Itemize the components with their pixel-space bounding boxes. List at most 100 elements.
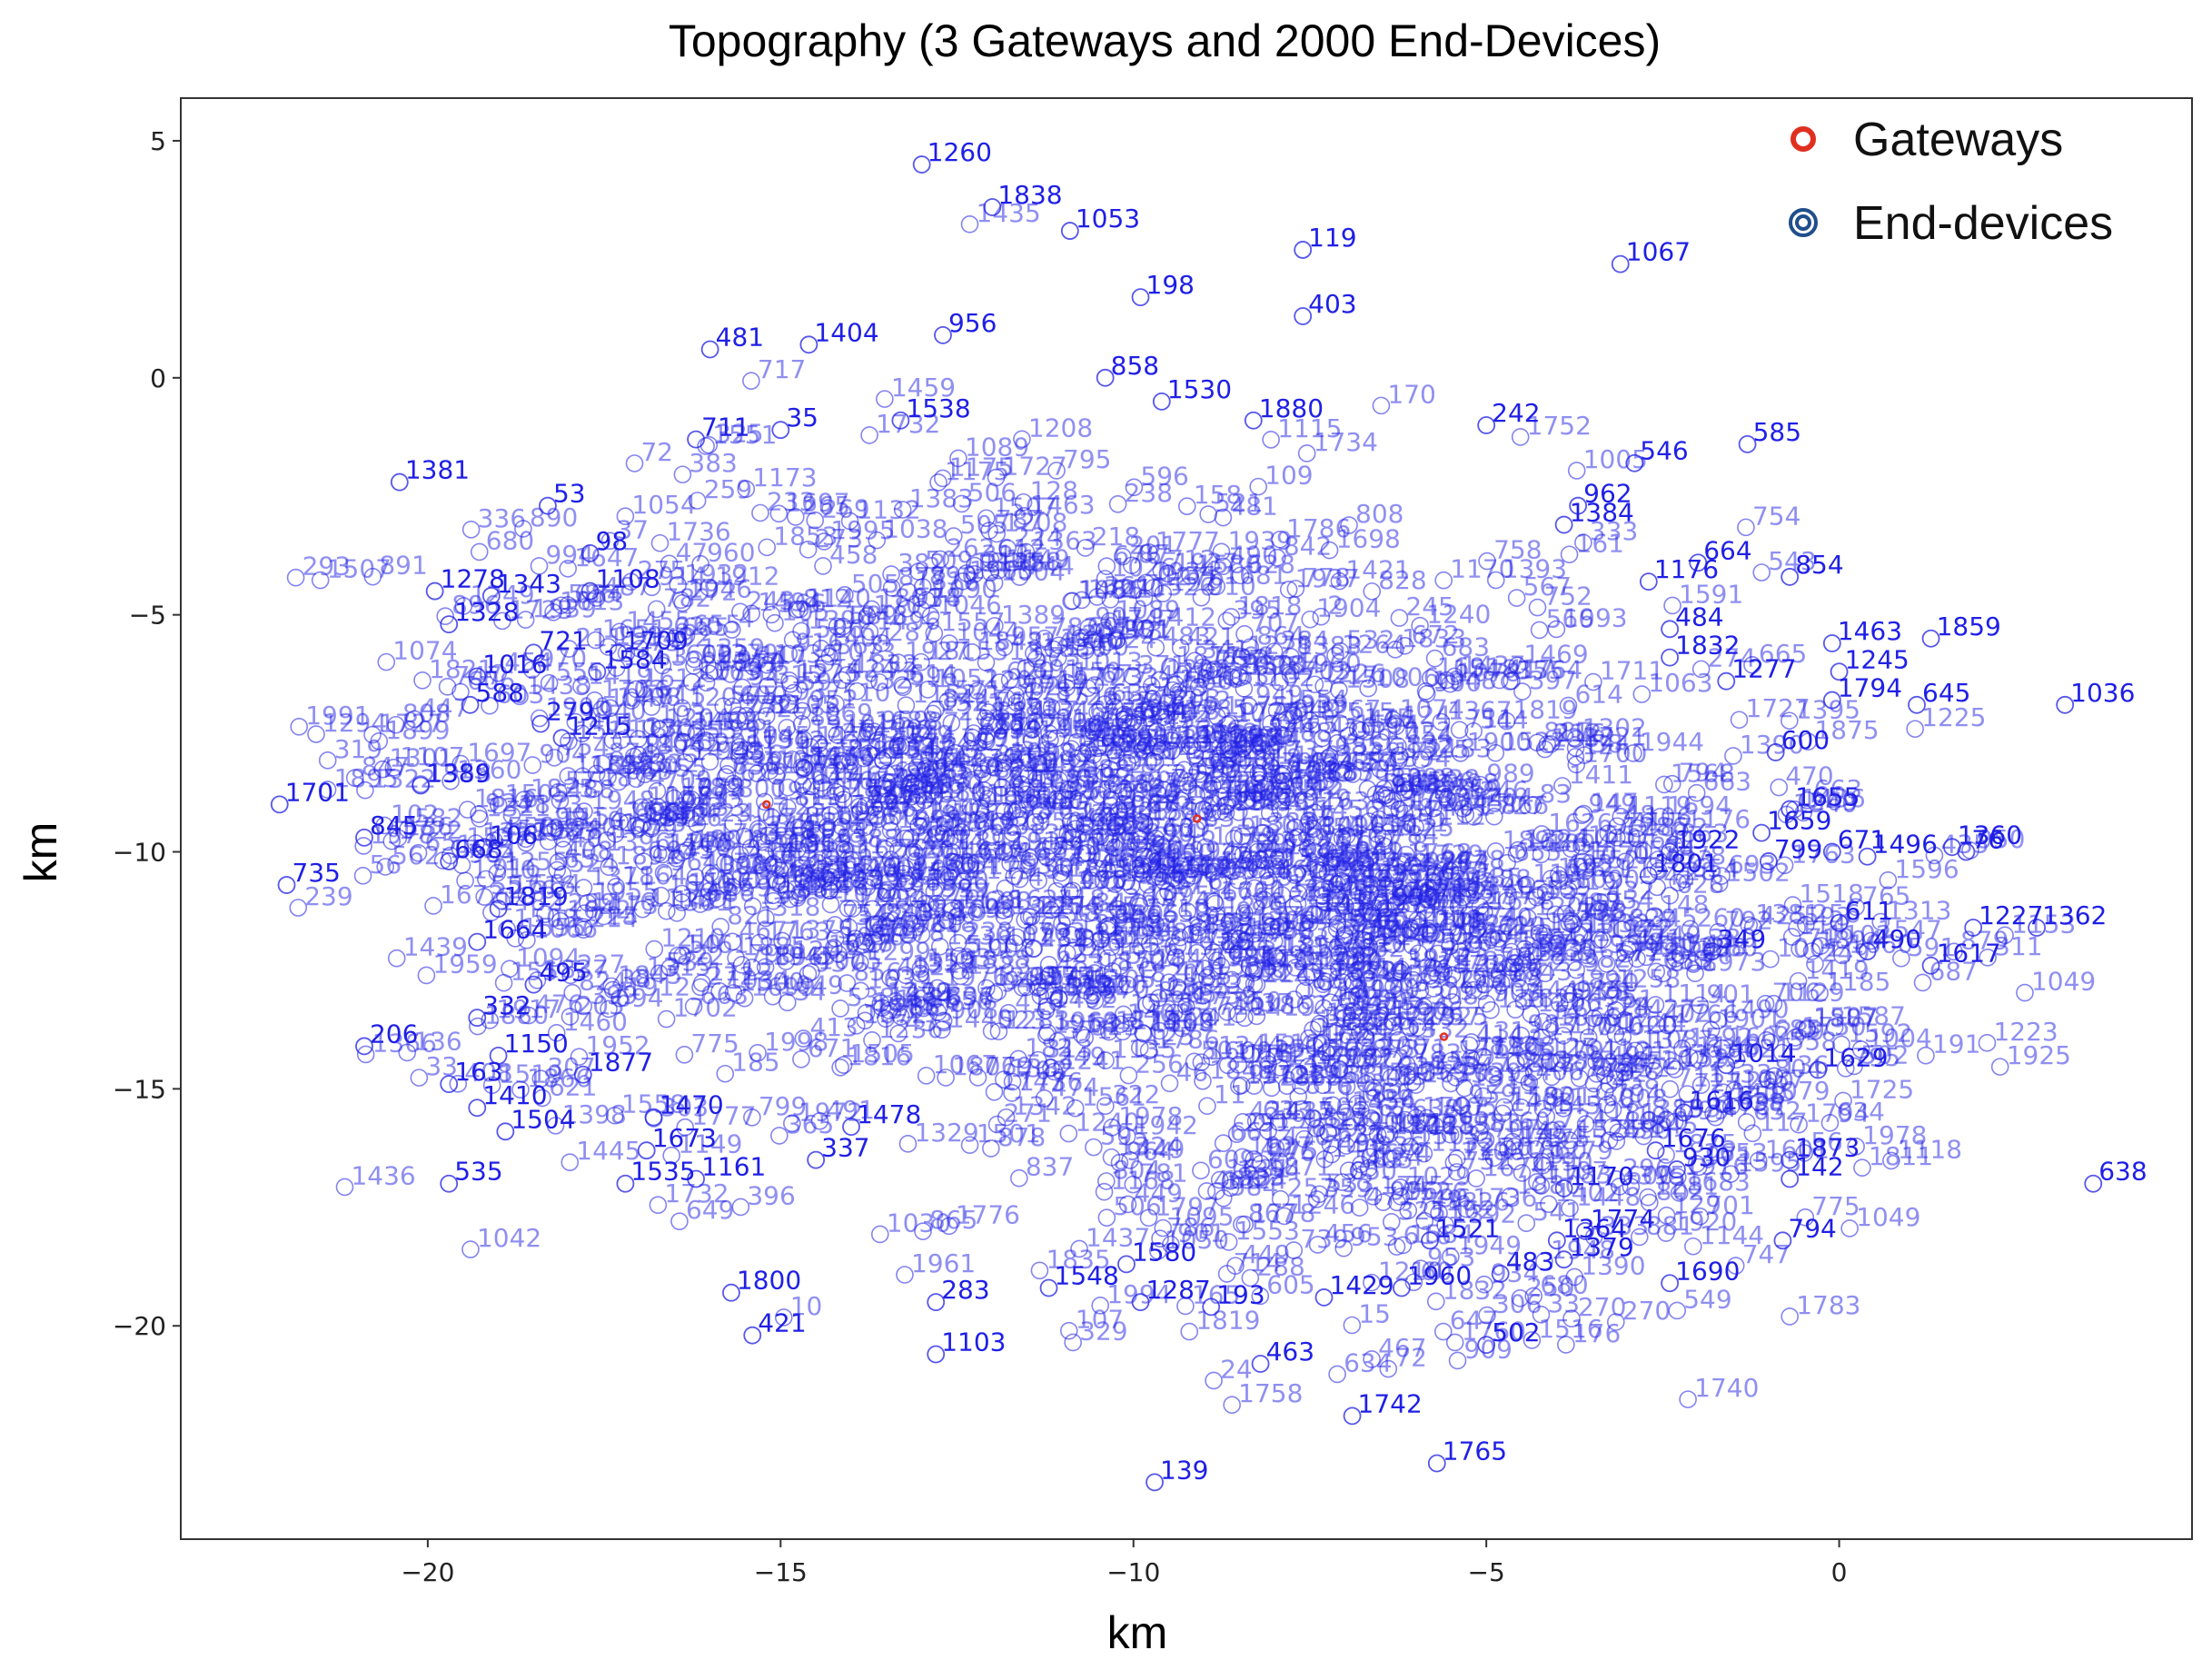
end-device-marker xyxy=(1374,1193,1393,1211)
end-device-marker xyxy=(902,787,921,806)
end-device-label: 799 xyxy=(759,1091,807,1121)
end-device-label: 1783 xyxy=(1796,1290,1860,1320)
end-device-point-label: 1404 xyxy=(814,317,878,347)
end-device-label: 1892 xyxy=(958,826,1023,856)
end-device-point-label: 1215 xyxy=(567,711,631,741)
end-device-label: 1949 xyxy=(1457,1230,1522,1260)
end-device-label: 173 xyxy=(610,890,659,920)
end-device-point-label: 1108 xyxy=(596,564,660,594)
end-device-label: 782 xyxy=(663,582,711,612)
end-device-point-label: 463 xyxy=(1266,1337,1314,1367)
end-device-label: 270 xyxy=(737,648,785,678)
end-device-point-label: 1016 xyxy=(482,649,547,679)
end-device-label: 934 xyxy=(1602,1048,1651,1078)
end-device-label: 710 xyxy=(1216,990,1265,1020)
end-device-label: 672 xyxy=(1412,620,1460,650)
end-device-label: 320 xyxy=(995,739,1043,769)
end-device-label: 191 xyxy=(1932,1029,1980,1059)
end-device-marker xyxy=(1363,582,1382,601)
end-device-label: 1586 xyxy=(799,613,864,643)
end-device-point-label: 1960 xyxy=(1407,1260,1472,1290)
end-device-label: 185 xyxy=(731,1048,779,1078)
end-device-point-label: 1584 xyxy=(602,644,667,674)
x-tick-label: −10 xyxy=(1106,1557,1160,1587)
end-device-label: 828 xyxy=(1378,565,1426,595)
end-device-marker xyxy=(1106,838,1125,857)
end-device-label: 1421 xyxy=(1345,555,1410,585)
end-device-label: 1835 xyxy=(1285,830,1350,860)
end-device-point-label: 53 xyxy=(553,479,586,509)
end-device-label: 1978 xyxy=(1118,1101,1183,1131)
end-device-label: 245 xyxy=(1405,591,1453,621)
end-device-label: 505 xyxy=(1320,1092,1368,1122)
end-device-marker xyxy=(1570,1069,1589,1088)
end-device-label: 994 xyxy=(546,540,594,570)
end-device-label: 812 xyxy=(803,583,851,613)
end-device-point-label: 1150 xyxy=(504,1029,569,1059)
end-device-label: 468 xyxy=(1213,1165,1261,1195)
end-device-point-label: 481 xyxy=(716,323,764,353)
end-device-label: 272 xyxy=(1091,798,1139,828)
end-device-label: 1260 xyxy=(1730,1066,1794,1096)
end-device-label: 108 xyxy=(1557,852,1605,882)
end-device-label: 747 xyxy=(1742,1239,1790,1269)
end-device-label: 538 xyxy=(847,982,895,1012)
end-device-label: 577 xyxy=(1613,938,1661,968)
end-device-point-label: 283 xyxy=(941,1275,989,1305)
end-device-label: 752 xyxy=(1463,1146,1512,1176)
end-device-point-label: 1384 xyxy=(1570,498,1634,528)
end-device-point-label: 1819 xyxy=(504,881,569,911)
end-device-marker xyxy=(700,752,719,771)
end-device-marker xyxy=(1223,970,1241,989)
end-device-marker xyxy=(600,532,620,551)
end-device-point-label: 1504 xyxy=(511,1104,575,1134)
end-device-point-label: 1381 xyxy=(405,455,470,485)
end-device-point-label: 1429 xyxy=(1329,1270,1394,1300)
end-device-label: 1344 xyxy=(1218,1030,1283,1060)
end-device-point-label: 1580 xyxy=(1132,1237,1196,1267)
end-device-label: 808 xyxy=(1355,499,1404,529)
end-device-point-label: 1379 xyxy=(1570,1232,1634,1262)
end-device-marker xyxy=(1657,1146,1675,1164)
end-device-label: 1672 xyxy=(440,880,504,910)
end-device-label: 1175 xyxy=(949,452,1014,482)
end-device-label: 540 xyxy=(1484,902,1533,932)
end-device-point-label: 206 xyxy=(370,1019,418,1049)
end-device-label: 1558 xyxy=(621,1089,686,1119)
end-device-label: 654 xyxy=(1350,747,1398,777)
end-device-label: 1818 xyxy=(915,565,979,595)
end-device-label: 265 xyxy=(802,491,850,521)
end-device-marker xyxy=(1645,1061,1663,1080)
end-device-label: 935 xyxy=(1576,975,1624,1005)
end-device-label: 1049 xyxy=(2031,967,2096,997)
end-device-point-label: 198 xyxy=(1146,270,1195,300)
end-device-label: 759 xyxy=(1419,1056,1467,1086)
end-device-marker xyxy=(1124,1175,1143,1194)
end-device-label: 1063 xyxy=(1648,668,1712,698)
end-device-label: 943 xyxy=(717,735,765,765)
end-device-marker xyxy=(1681,919,1700,939)
end-device-marker xyxy=(1528,1173,1546,1191)
end-device-point-label: 403 xyxy=(1308,289,1356,319)
end-device-label: 1516 xyxy=(1538,1314,1602,1344)
end-device-label: 1049 xyxy=(779,970,844,1000)
end-device-label: 1592 xyxy=(1848,1018,1912,1048)
end-device-point-label: 421 xyxy=(758,1308,806,1338)
end-device-label: 754 xyxy=(1752,501,1800,531)
end-device-marker xyxy=(1098,861,1116,880)
end-device-label: 1727 xyxy=(1746,693,1810,723)
end-device-label: 1049 xyxy=(1856,1202,1920,1232)
end-device-label: 649 xyxy=(686,1195,734,1225)
end-device-marker xyxy=(1138,960,1157,979)
end-device-label: 605 xyxy=(1266,1269,1314,1299)
end-device-marker xyxy=(1455,1079,1473,1098)
end-device-point-label: 1170 xyxy=(1570,1161,1634,1191)
end-device-point-label: 1521 xyxy=(1435,1213,1500,1243)
legend-end-devices-label: End-devices xyxy=(1853,197,2113,250)
end-device-label: 1580 xyxy=(1196,550,1261,580)
end-device-label: 56 xyxy=(370,850,402,880)
end-device-point-label: 1245 xyxy=(1845,644,1909,674)
end-device-label: 1826 xyxy=(1445,1187,1510,1217)
end-device-label: 359 xyxy=(1323,1173,1371,1203)
end-device-marker xyxy=(948,933,967,952)
